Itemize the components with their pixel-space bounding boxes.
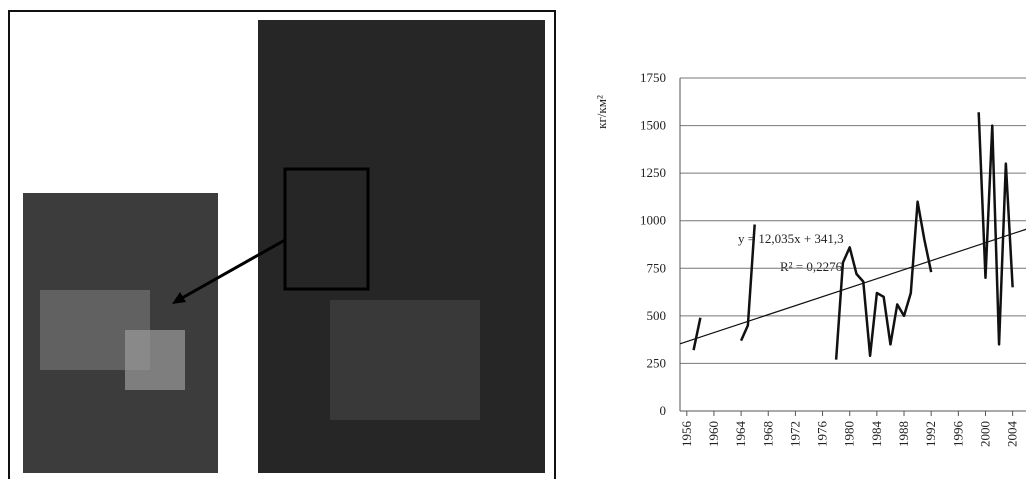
figure: кг/км² y = 12,035x + 341,3 R² = 0,2276 0…: [0, 0, 1026, 479]
x-tick-label: 1988: [896, 421, 911, 447]
x-tick-label: 1972: [787, 421, 802, 447]
x-tick-label: 1960: [706, 421, 721, 447]
page: кг/км² y = 12,035x + 341,3 R² = 0,2276 0…: [0, 0, 1026, 479]
x-tick-label: 1996: [950, 421, 965, 448]
annotation: R² = 0,2276: [780, 259, 843, 274]
y-tick-label: 750: [647, 260, 667, 275]
x-tick-label: 1964: [733, 421, 748, 448]
trend-line: [680, 227, 1026, 344]
x-tick-label: 1968: [760, 421, 775, 447]
x-tick-label: 1984: [869, 421, 884, 448]
y-tick-label: 1750: [640, 70, 666, 85]
y-axis-label: кг/км²: [594, 95, 609, 129]
x-tick-label: 1956: [679, 421, 694, 448]
zoom-hatch: [125, 330, 185, 390]
y-tick-label: 0: [660, 403, 667, 418]
y-tick-label: 1000: [640, 213, 666, 228]
overview-area: [330, 300, 480, 420]
x-tick-label: 1980: [842, 421, 857, 447]
y-tick-label: 500: [647, 308, 667, 323]
y-tick-label: 1250: [640, 165, 666, 180]
x-tick-label: 2004: [1005, 421, 1020, 448]
x-tick-label: 1992: [923, 421, 938, 447]
y-tick-label: 1500: [640, 118, 666, 133]
photo-panel: [9, 11, 555, 479]
y-tick-label: 250: [647, 355, 667, 370]
x-tick-label: 2000: [977, 421, 992, 447]
x-tick-label: 1976: [815, 421, 830, 448]
